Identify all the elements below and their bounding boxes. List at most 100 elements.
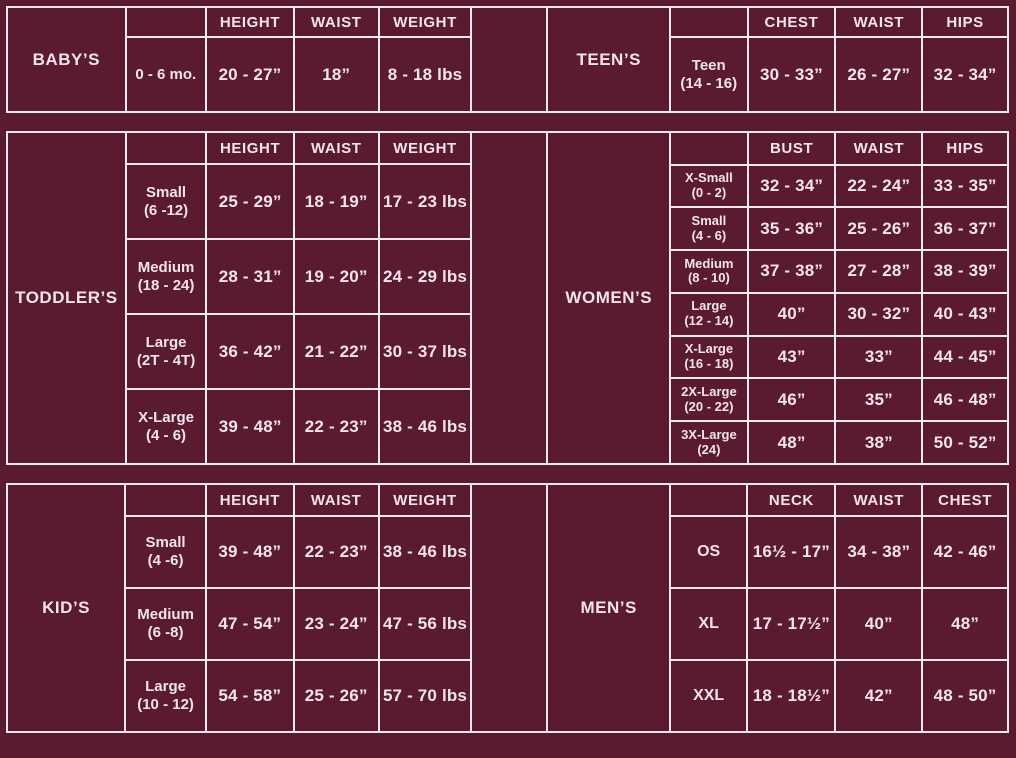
table-row: OS 16½ - 17” 34 - 38” 42 - 46” [548,515,1009,589]
header-row: KID’S HEIGHT WAIST WEIGHT [5,483,473,733]
value-cell: 47 - 54” [204,587,295,661]
size-cell: X-Small (0 - 2) [669,163,749,209]
section-label-womens: WOMEN’S [548,131,672,465]
column-header-neck: NECK [746,483,837,517]
size-cell: Medium (6 -8) [124,587,207,661]
value-cell: 40” [834,587,924,661]
table-row: Medium (8 - 10) 37 - 38” 27 - 28” 38 - 39… [548,249,1009,294]
value-cell: 38 - 46 lbs [377,388,473,465]
value-cell: 18 - 19” [292,163,380,240]
value-cell: 46 - 48” [921,377,1009,423]
column-header-height: HEIGHT [205,131,295,165]
value-cell: 42” [834,659,924,733]
table-row: Medium (6 -8) 47 - 54” 23 - 24” 47 - 56 l… [7,587,473,661]
value-cell: 57 - 70 lbs [377,659,473,733]
value-cell: 32 - 34” [746,163,837,209]
header-row: TODDLER’S HEIGHT WAIST WEIGHT [6,131,473,465]
table-row: Medium (18 - 24) 28 - 31” 19 - 20” 24 - 2… [7,238,473,315]
value-cell: 22 - 23” [292,515,380,589]
size-column-header-empty [124,483,207,517]
value-cell: 32 - 34” [921,36,1009,113]
value-cell: 17 - 23 lbs [377,163,473,240]
size-cell: Small (6 -12) [124,163,208,240]
column-header-height: HEIGHT [205,6,295,38]
size-column-header-empty [668,483,749,517]
value-cell: 48 - 50” [921,659,1009,733]
section-label-mens: MEN’S [548,483,671,733]
value-cell: 38 - 39” [921,249,1009,294]
size-cell: Large (12 - 14) [669,291,749,337]
value-cell: 25 - 29” [205,163,295,240]
column-header-hips: HIPS [921,6,1009,38]
value-cell: 42 - 46” [921,515,1009,589]
table-gap-spacer [472,131,549,465]
value-cell: 30 - 33” [746,36,837,113]
value-cell: 47 - 56 lbs [377,587,473,661]
value-cell: 19 - 20” [292,238,380,315]
value-cell: 22 - 23” [292,388,380,465]
column-header-weight: WEIGHT [377,483,473,517]
size-cell: XXL [668,659,749,733]
column-header-waist: WAIST [834,6,924,38]
value-cell: 50 - 52” [921,420,1009,465]
value-cell: 22 - 24” [834,163,924,209]
table-row: X-Small (0 - 2) 32 - 34” 22 - 24” 33 - 35… [548,163,1009,209]
table-row: XXL 18 - 18½” 42” 48 - 50” [548,659,1009,733]
value-cell: 36 - 37” [921,206,1009,252]
header-row: BABY’S HEIGHT WAIST WEIGHT [6,6,473,113]
column-header-waist: WAIST [834,131,924,166]
column-header-weight: WEIGHT [377,6,473,38]
size-cell: XL [668,587,749,661]
section-label-teens: TEEN’S [548,6,671,113]
size-cell: X-Large (16 - 18) [669,334,749,380]
table-row: Large (10 - 12) 54 - 58” 25 - 26” 57 - 70… [7,659,473,733]
size-cell: X-Large (4 - 6) [124,388,208,465]
value-cell: 48” [921,587,1009,661]
value-cell: 35 - 36” [746,206,837,252]
value-cell: 30 - 37 lbs [377,313,473,390]
header-row: MEN’S NECK WAIST CHEST [548,483,1009,733]
column-header-waist: WAIST [292,131,380,165]
table-row: Teen (14 - 16) 30 - 33” 26 - 27” 32 - 34” [548,36,1009,113]
toddlers-table: TODDLER’S HEIGHT WAIST WEIGHT Small (6 -1… [6,131,473,465]
header-row: TEEN’S CHEST WAIST HIPS [548,6,1009,113]
babys-table: BABY’S HEIGHT WAIST WEIGHT 0 - 6 mo. 20 … [6,6,473,113]
value-cell: 20 - 27” [205,36,295,113]
value-cell: 25 - 26” [834,206,924,252]
column-header-waist: WAIST [292,6,380,38]
size-cell: 0 - 6 mo. [124,36,208,113]
value-cell: 40” [746,291,837,337]
column-header-chest: CHEST [921,483,1009,517]
value-cell: 25 - 26” [292,659,380,733]
womens-table: WOMEN’S BUST WAIST HIPS X-Small (0 - 2) 3… [548,131,1009,465]
value-cell: 21 - 22” [292,313,380,390]
value-cell: 35” [834,377,924,423]
value-cell: 34 - 38” [834,515,924,589]
value-cell: 30 - 32” [834,291,924,337]
section-label-babys: BABY’S [6,6,127,113]
header-row: WOMEN’S BUST WAIST HIPS [548,131,1009,465]
column-header-waist: WAIST [834,483,924,517]
section-label-toddlers: TODDLER’S [6,131,127,465]
value-cell: 28 - 31” [205,238,295,315]
table-row: Small (4 - 6) 35 - 36” 25 - 26” 36 - 37” [548,206,1009,252]
value-cell: 24 - 29 lbs [377,238,473,315]
value-cell: 8 - 18 lbs [377,36,473,113]
size-cell: 3X-Large (24) [669,420,749,465]
table-row: Large (12 - 14) 40” 30 - 32” 40 - 43” [548,291,1009,337]
value-cell: 48” [746,420,837,465]
size-cell: OS [668,515,749,589]
kids-table: KID’S HEIGHT WAIST WEIGHT Small (4 -6) 39… [5,483,473,733]
column-header-chest: CHEST [746,6,837,38]
table-row: 3X-Large (24) 48” 38” 50 - 52” [548,420,1009,465]
value-cell: 23 - 24” [292,587,380,661]
value-cell: 38” [834,420,924,465]
size-column-header-empty [668,6,749,38]
value-cell: 26 - 27” [834,36,924,113]
column-header-waist: WAIST [292,483,380,517]
value-cell: 27 - 28” [834,249,924,294]
value-cell: 33” [834,334,924,380]
size-cell: Small (4 -6) [124,515,207,589]
size-column-header-empty [124,6,208,38]
value-cell: 46” [746,377,837,423]
